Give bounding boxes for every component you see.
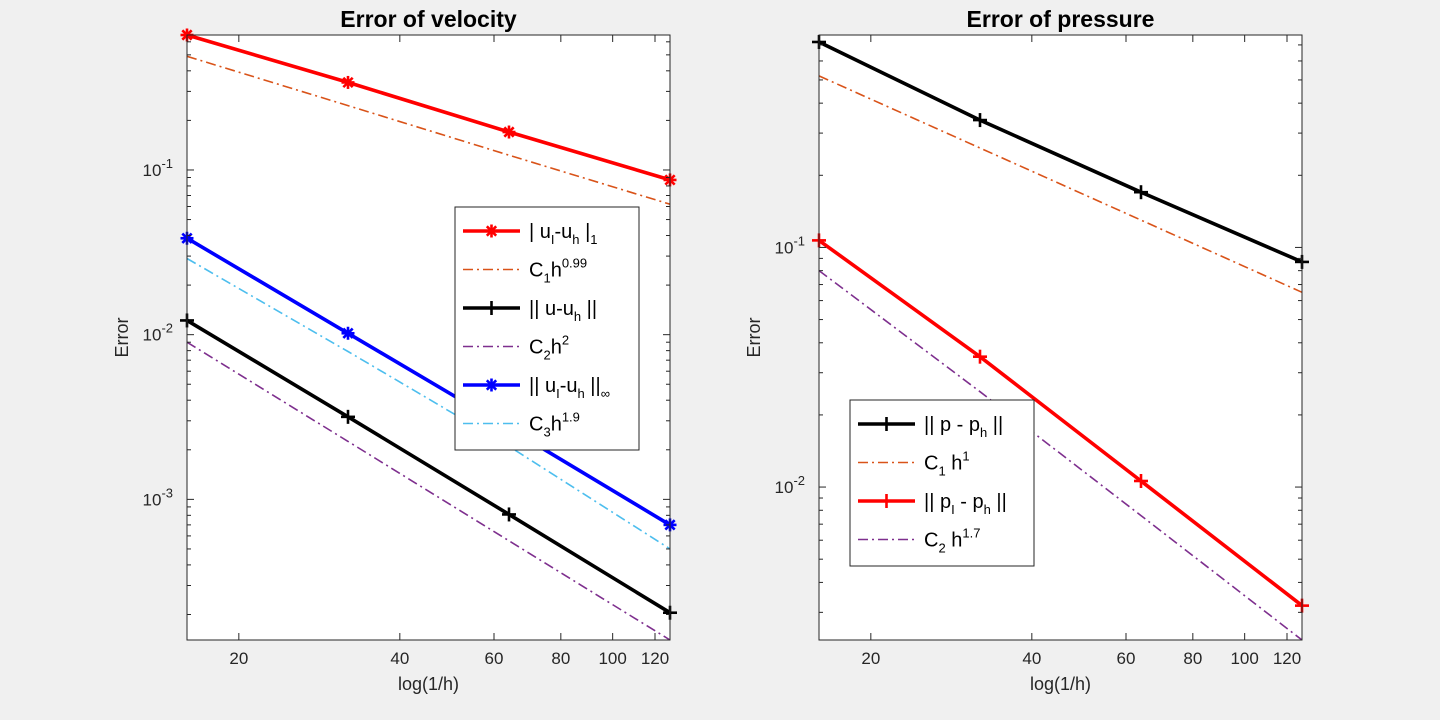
y-tick-label: 10-1 [143,156,173,180]
series-group [812,34,1309,641]
y-tick-label: 10-2 [775,473,805,497]
legend-label-u-i-u-h-1: | uI-uh |1 [529,221,598,247]
legend-marker-u-u-h [484,301,499,315]
data-point-u-i-u-h-1 [341,326,355,340]
x-axis-label: log(1/h) [1030,674,1091,694]
legend-label-c-1h-0-99: C1h0.99 [529,256,587,286]
data-point-p-p-h-2 [1134,185,1148,200]
x-tick-label: 40 [1022,649,1041,668]
pressure-error-chart: 20 40 60 80 100 120 10-2 10-1 Error of pressure l… [744,6,1309,694]
data-point-p-p-h-1 [973,113,987,128]
legend-label-p-i-p-h: || pI - ph || [924,491,1007,517]
y-axis-label: Error [112,317,132,357]
series-line-c-2-h-1-7 [818,269,1303,641]
chart-title: Error of pressure [967,6,1155,32]
series-line-c-1-h-1 [818,75,1303,294]
legend-label-c-2-h-1-7: C2 h1.7 [924,526,980,556]
legend-box [454,206,640,451]
x-tick-label: 60 [1117,649,1136,668]
legend-label-u-i-u-h: || uI-uh ||∞ [529,375,610,401]
legend: || p - ph || C1 h1 || pI - ph || C2 h1.7 [849,399,1035,567]
chart-title: Error of velocity [340,6,517,32]
x-tick-label: 100 [598,649,626,668]
legend-marker-p-i-p-h [879,494,894,508]
legend-box [849,399,1035,567]
legend-label-u-u-h: || u-uh || [529,298,597,324]
x-axis-label: log(1/h) [398,674,459,694]
legend-marker-u-i-u-h-1 [485,224,498,238]
velocity-error-chart: 20 40 60 80 100 120 10-3 10-2 10-1 Error of veloc… [112,6,677,694]
series-line-c-1h-0-99 [186,55,671,205]
legend: | uI-uh |1 C1h0.99 || u-uh || C2h2 || uI-uh … [454,206,640,451]
data-point-p-i-p-h-1 [973,349,987,364]
series-line-u-i-u-h [186,236,671,527]
axes-frame [186,34,671,641]
x-tick-label: 120 [641,649,669,668]
x-tick-label: 60 [485,649,504,668]
legend-label-p-p-h: || p - ph || [924,414,1003,440]
y-axis-label: Error [744,317,764,357]
y-tick-label: 10-2 [143,321,173,345]
x-tick-label: 100 [1230,649,1258,668]
x-tick-label: 20 [229,649,248,668]
x-tick-label: 120 [1273,649,1301,668]
legend-marker-u-i-u-h [485,378,498,392]
x-tick-label: 20 [861,649,880,668]
legend-label-c-2h-2: C2h2 [529,333,569,363]
series-group [180,28,677,641]
y-tick-label: 10-3 [143,485,173,509]
legend-marker-p-p-h [879,417,894,431]
x-tick-label: 80 [551,649,570,668]
series-line-u-i-u-h-1 [186,33,671,182]
series-line-p-i-p-h [817,238,1304,608]
series-line-c-3h-1-9 [186,257,671,550]
data-point-p-i-p-h-2 [1134,473,1148,488]
series-line-c-2h-2 [186,341,671,641]
x-tick-label: 40 [390,649,409,668]
series-line-p-p-h [818,40,1303,264]
legend-label-c-3h-1-9: C3h1.9 [529,410,580,440]
data-point-u-u-h-1 [341,409,355,424]
data-point-u-i-u-h-1-2 [502,125,516,139]
legend-label-c-1-h-1: C1 h1 [924,449,970,479]
data-point-u-u-h-2 [502,507,516,522]
y-tick-label: 10-1 [775,233,805,257]
series-line-u-u-h [186,318,671,615]
axes-frame [818,34,1303,641]
data-point-u-i-u-h-1-1 [341,75,355,89]
x-tick-label: 80 [1183,649,1202,668]
